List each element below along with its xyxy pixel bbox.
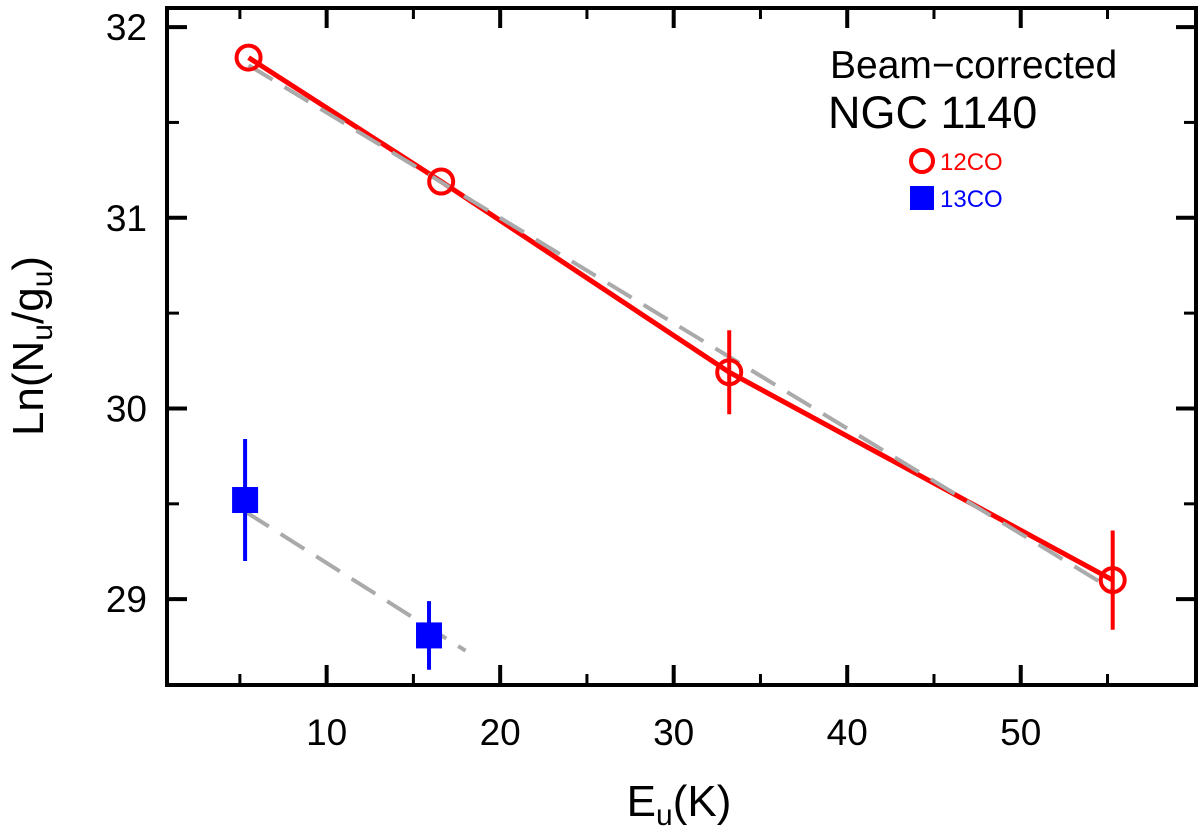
annotation-galaxy-name: NGC 1140 xyxy=(828,87,1037,138)
y-tick-label: 29 xyxy=(106,579,147,620)
plot-frame xyxy=(165,6,1198,687)
data-points xyxy=(232,43,1127,670)
x-tick-label: 40 xyxy=(827,712,868,753)
fit-line-12co-solid xyxy=(247,55,1114,583)
y-tick-label: 32 xyxy=(106,7,147,48)
y-tick-label: 31 xyxy=(106,198,147,239)
data-point-13co xyxy=(416,622,443,649)
data-point-12co xyxy=(715,358,744,387)
data-point-12co xyxy=(1098,566,1127,595)
axis-ticks: 10 20 30 40 50 29 30 31 32 xyxy=(106,7,1196,753)
fit-lines xyxy=(244,55,1114,653)
y-tick-label: 30 xyxy=(106,388,147,429)
legend-12co-label: 12CO xyxy=(940,149,1003,176)
x-axis-label: Eu(K) xyxy=(627,777,732,829)
fit-line-12co-dashed xyxy=(247,63,1114,592)
legend-12co-marker xyxy=(909,148,935,174)
legend: 12CO 13CO xyxy=(909,148,1003,213)
annotation-beam-corrected: Beam−corrected xyxy=(830,44,1117,87)
y-axis-label: Ln(Nu/gu) xyxy=(4,256,59,436)
data-point-12co xyxy=(427,167,456,196)
x-tick-label: 20 xyxy=(480,712,521,753)
x-tick-label: 50 xyxy=(1000,712,1041,753)
x-tick-label: 30 xyxy=(653,712,694,753)
legend-13co-marker xyxy=(910,186,934,210)
data-point-12co xyxy=(234,43,263,72)
legend-13co-label: 13CO xyxy=(940,186,1003,213)
x-tick-label: 10 xyxy=(306,712,347,753)
data-point-13co xyxy=(232,487,259,514)
